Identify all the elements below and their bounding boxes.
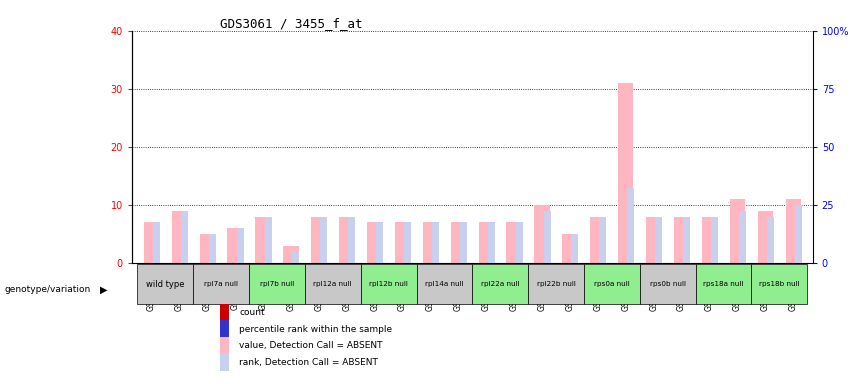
Bar	[683, 217, 690, 263]
Bar	[200, 234, 215, 263]
Bar	[220, 353, 229, 371]
Bar	[767, 217, 774, 263]
Bar	[172, 211, 187, 263]
Bar	[451, 222, 466, 263]
Bar	[785, 199, 801, 263]
FancyBboxPatch shape	[472, 264, 528, 305]
Text: rpl22a null: rpl22a null	[481, 281, 519, 287]
Bar	[432, 222, 439, 263]
Text: rpl14a null: rpl14a null	[426, 281, 464, 287]
Bar	[655, 217, 662, 263]
Bar	[255, 217, 271, 263]
Bar	[220, 337, 229, 355]
Text: ▶: ▶	[100, 285, 108, 295]
Text: rank, Detection Call = ABSENT: rank, Detection Call = ABSENT	[239, 358, 379, 367]
Bar	[739, 211, 745, 263]
Bar	[757, 211, 773, 263]
Bar	[563, 234, 578, 263]
Bar	[311, 217, 327, 263]
Bar	[367, 222, 382, 263]
Bar	[591, 217, 606, 263]
Bar	[423, 222, 438, 263]
FancyBboxPatch shape	[305, 264, 361, 305]
Bar	[599, 217, 607, 263]
Bar	[220, 304, 229, 322]
Bar	[702, 217, 717, 263]
Text: rps18b null: rps18b null	[759, 281, 800, 287]
Bar	[320, 217, 328, 263]
Text: rps0a null: rps0a null	[594, 281, 630, 287]
Bar	[237, 228, 243, 263]
Text: rps0b null: rps0b null	[649, 281, 686, 287]
Bar	[460, 222, 467, 263]
Text: rpl12b null: rpl12b null	[369, 281, 408, 287]
Bar	[376, 222, 383, 263]
Text: rps18a null: rps18a null	[703, 281, 744, 287]
Bar	[283, 246, 299, 263]
Bar	[404, 222, 411, 263]
Text: value, Detection Call = ABSENT: value, Detection Call = ABSENT	[239, 341, 383, 350]
Text: rpl7a null: rpl7a null	[204, 281, 238, 287]
Bar	[220, 321, 229, 338]
Bar	[265, 217, 271, 263]
Text: count: count	[239, 308, 266, 318]
FancyBboxPatch shape	[361, 264, 416, 305]
Bar	[153, 222, 160, 263]
Bar	[488, 222, 494, 263]
FancyBboxPatch shape	[695, 264, 751, 305]
Bar	[208, 234, 216, 263]
Text: rpl7b null: rpl7b null	[260, 281, 294, 287]
FancyBboxPatch shape	[416, 264, 472, 305]
Bar	[516, 222, 523, 263]
Text: rpl12a null: rpl12a null	[313, 281, 352, 287]
Bar	[795, 205, 802, 263]
Text: GDS3061 / 3455_f_at: GDS3061 / 3455_f_at	[220, 17, 363, 30]
Bar	[339, 217, 354, 263]
Bar	[506, 222, 522, 263]
Bar	[646, 217, 661, 263]
Bar	[674, 217, 689, 263]
Bar	[227, 228, 243, 263]
FancyBboxPatch shape	[640, 264, 695, 305]
Bar	[395, 222, 410, 263]
Bar	[181, 211, 188, 263]
FancyBboxPatch shape	[138, 264, 193, 305]
Bar	[544, 211, 551, 263]
Bar	[348, 217, 355, 263]
FancyBboxPatch shape	[193, 264, 249, 305]
Bar	[572, 234, 579, 263]
FancyBboxPatch shape	[249, 264, 305, 305]
FancyBboxPatch shape	[584, 264, 640, 305]
Bar	[478, 222, 494, 263]
Bar	[627, 187, 634, 263]
Text: wild type: wild type	[146, 280, 185, 289]
Bar	[293, 252, 300, 263]
Bar	[729, 199, 745, 263]
Bar	[144, 222, 159, 263]
Text: rpl22b null: rpl22b null	[537, 281, 575, 287]
FancyBboxPatch shape	[528, 264, 584, 305]
Text: genotype/variation: genotype/variation	[4, 285, 90, 295]
Text: percentile rank within the sample: percentile rank within the sample	[239, 325, 392, 334]
Bar	[711, 217, 718, 263]
FancyBboxPatch shape	[751, 264, 807, 305]
Bar	[618, 83, 633, 263]
Bar	[534, 205, 550, 263]
